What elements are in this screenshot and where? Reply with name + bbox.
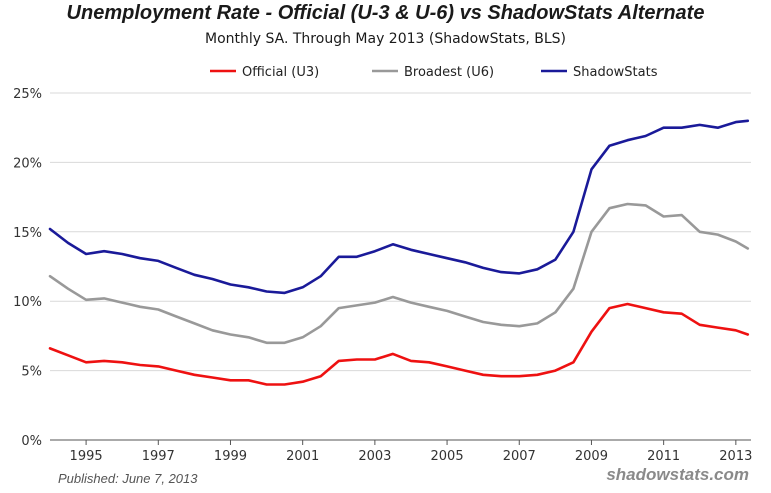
series-line-1 — [48, 202, 750, 345]
published-date: Published: June 7, 2013 — [58, 471, 198, 486]
series-line-2 — [48, 119, 750, 295]
legend: Official (U3) Broadest (U6) ShadowStats — [210, 65, 658, 80]
x-tick-label: 2011 — [647, 449, 680, 464]
y-tick-label: 15% — [13, 226, 42, 241]
series-line-0 — [48, 302, 750, 386]
x-tick-label: 1999 — [214, 449, 247, 464]
chart-subtitle: Monthly SA. Through May 2013 (ShadowStat… — [205, 31, 566, 47]
series-lines — [48, 119, 750, 386]
x-tick-label: 2013 — [719, 449, 752, 464]
x-tick-label: 2003 — [358, 449, 391, 464]
y-tick-label: 25% — [13, 87, 42, 102]
x-tick-label: 2007 — [503, 449, 536, 464]
y-tick-label: 0% — [21, 434, 42, 449]
grid — [50, 92, 751, 372]
x-tick-label: 2009 — [575, 449, 608, 464]
x-tick-label: 2001 — [286, 449, 319, 464]
y-tick-label: 5% — [21, 365, 42, 380]
chart-title: Unemployment Rate - Official (U-3 & U-6)… — [66, 2, 705, 24]
x-tick-label: 1995 — [70, 449, 103, 464]
legend-label-2: ShadowStats — [573, 65, 658, 80]
x-tick-label: 2005 — [431, 449, 464, 464]
y-tick-label: 20% — [13, 156, 42, 171]
axes: 0% 5% 10% 15% 20% 25% 1995 1997 1999 2001 2003 2005… — [13, 87, 752, 464]
legend-label-1: Broadest (U6) — [404, 65, 494, 80]
x-tick-label: 1997 — [142, 449, 175, 464]
legend-label-0: Official (U3) — [242, 65, 319, 80]
source-watermark: shadowstats.com — [606, 465, 749, 484]
y-tick-label: 10% — [13, 295, 42, 310]
